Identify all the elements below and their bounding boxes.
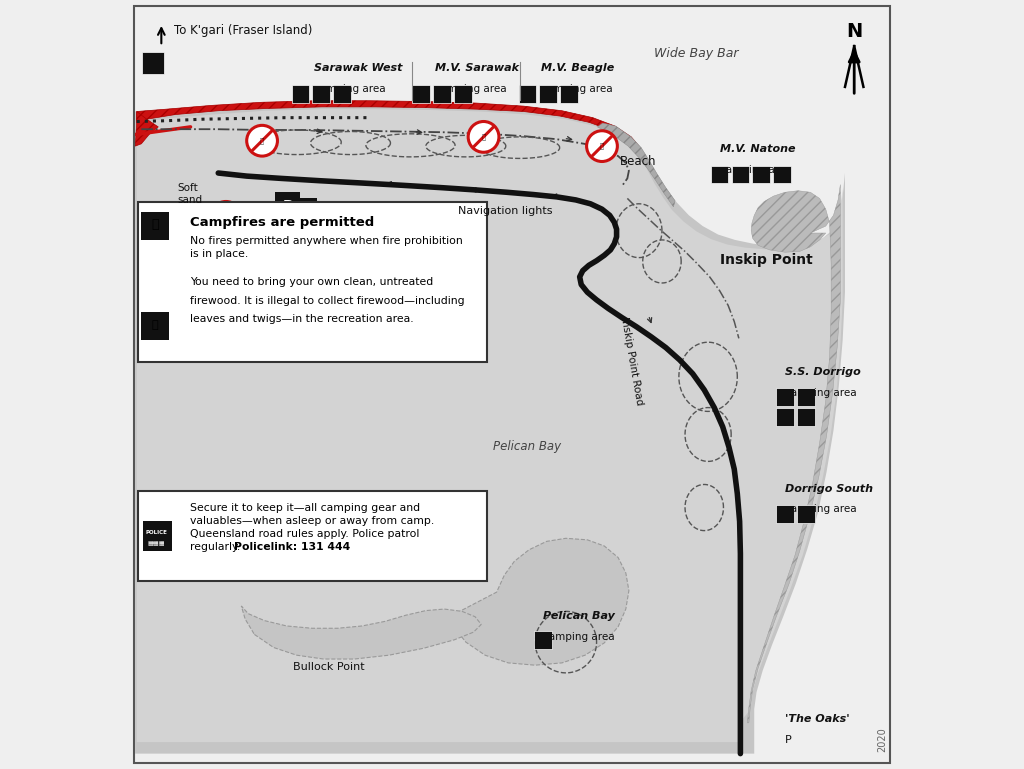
Circle shape [587,131,617,161]
FancyBboxPatch shape [141,212,169,240]
FancyBboxPatch shape [141,312,169,340]
FancyBboxPatch shape [433,85,451,102]
Polygon shape [242,606,481,659]
Text: 🏕: 🏕 [600,143,604,149]
Text: Pelican Bay: Pelican Bay [543,611,614,621]
FancyBboxPatch shape [333,85,351,102]
FancyBboxPatch shape [534,631,552,649]
FancyBboxPatch shape [518,85,537,102]
Text: You need to bring your own clean, untreated: You need to bring your own clean, untrea… [189,277,433,288]
Text: 'The Oaks': 'The Oaks' [785,714,850,724]
FancyBboxPatch shape [138,202,486,362]
Text: Secure it to keep it—all camping gear and: Secure it to keep it—all camping gear an… [189,502,420,513]
FancyBboxPatch shape [797,408,815,426]
FancyBboxPatch shape [711,165,728,183]
Text: Inskip Point: Inskip Point [720,253,812,267]
Text: Wide Bay Bar: Wide Bay Bar [654,48,738,60]
Text: P: P [283,199,293,213]
Text: camping area: camping area [542,84,612,94]
FancyBboxPatch shape [776,504,794,523]
Circle shape [247,125,278,156]
Text: M.V. Beagle: M.V. Beagle [542,63,614,73]
Text: camping area: camping area [785,388,857,398]
Polygon shape [597,123,675,207]
Text: Soft
sand: Soft sand [177,183,203,205]
Text: Inskip Point Road: Inskip Point Road [618,317,644,406]
Text: 🏕: 🏕 [481,134,485,140]
Text: camping area: camping area [314,84,386,94]
Text: camping area: camping area [785,504,857,514]
Polygon shape [137,101,639,146]
Text: M.V. Sarawak: M.V. Sarawak [435,63,519,73]
Text: N: N [846,22,862,41]
Text: M.V. Natone: M.V. Natone [720,144,795,154]
FancyBboxPatch shape [753,165,770,183]
Text: Bullock Point: Bullock Point [293,661,365,672]
FancyBboxPatch shape [297,198,316,223]
Text: firewood. It is illegal to collect firewood—including: firewood. It is illegal to collect firew… [189,296,465,307]
Text: Pelican Bay: Pelican Bay [494,440,561,452]
Circle shape [468,122,499,152]
Polygon shape [748,185,841,723]
Polygon shape [451,538,629,665]
Polygon shape [135,112,159,146]
Text: Navigation lights: Navigation lights [458,205,553,216]
FancyBboxPatch shape [797,388,815,406]
Polygon shape [137,109,843,742]
FancyBboxPatch shape [773,165,791,183]
Polygon shape [135,101,845,754]
Text: leaves and twigs—in the recreation area.: leaves and twigs—in the recreation area. [189,314,414,325]
FancyBboxPatch shape [292,85,309,102]
Text: Campfires are permitted: Campfires are permitted [189,216,374,228]
Text: regularly.: regularly. [189,541,244,552]
Text: valuables—when asleep or away from camp.: valuables—when asleep or away from camp. [189,515,434,526]
FancyBboxPatch shape [312,85,330,102]
Text: POLICE: POLICE [145,531,168,535]
Text: Policelink: 131 444: Policelink: 131 444 [234,541,350,552]
FancyBboxPatch shape [138,491,486,581]
FancyBboxPatch shape [413,85,430,102]
FancyBboxPatch shape [143,521,172,551]
Text: .: . [332,541,335,552]
Text: camping area: camping area [720,165,792,175]
Text: No fires permitted anywhere when fire prohibition: No fires permitted anywhere when fire pr… [189,235,463,246]
Text: 2020: 2020 [878,727,887,752]
Text: 🏕: 🏕 [260,138,264,144]
Text: is in place.: is in place. [189,248,248,259]
FancyBboxPatch shape [731,165,750,183]
Text: camping area: camping area [543,632,614,642]
FancyBboxPatch shape [454,85,472,102]
Text: 🔥: 🔥 [152,218,159,231]
FancyBboxPatch shape [797,504,815,523]
Text: ▦▦▦: ▦▦▦ [147,541,166,546]
Text: Beach: Beach [620,155,656,168]
Text: Queensland road rules apply. Police patrol: Queensland road rules apply. Police patr… [189,528,419,539]
Circle shape [211,201,242,232]
FancyBboxPatch shape [776,388,794,406]
Text: P: P [785,735,792,745]
Text: i: i [304,205,309,217]
FancyBboxPatch shape [540,85,557,102]
FancyBboxPatch shape [560,85,578,102]
Text: camping area: camping area [435,84,507,94]
Text: S.S. Dorrigo: S.S. Dorrigo [785,367,861,377]
FancyBboxPatch shape [776,408,794,426]
Text: Dorrigo South: Dorrigo South [785,484,873,494]
Text: 🏕: 🏕 [224,214,228,220]
Text: 🪵: 🪵 [152,319,159,330]
Text: Sarawak West: Sarawak West [314,63,402,73]
Text: To K'gari (Fraser Island): To K'gari (Fraser Island) [174,25,312,37]
FancyBboxPatch shape [275,192,300,220]
FancyBboxPatch shape [142,52,164,74]
